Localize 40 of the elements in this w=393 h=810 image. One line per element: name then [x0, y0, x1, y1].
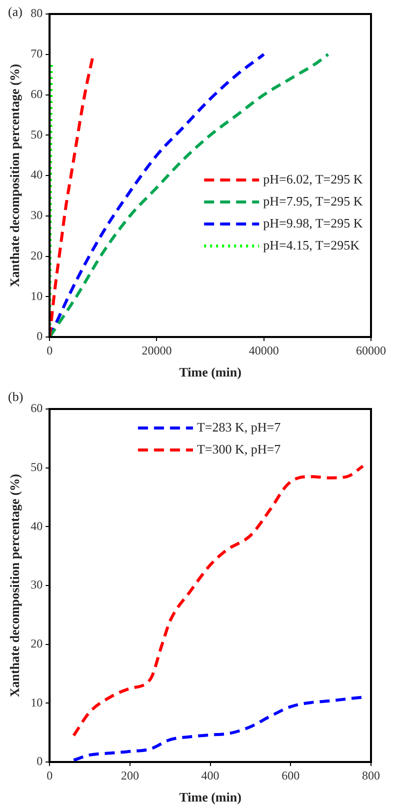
x-tick-label: 60000 — [356, 343, 386, 358]
y-tick-label: 10 — [30, 288, 43, 303]
line-series — [72, 464, 364, 738]
legend-label: T=300 K, pH=7 — [196, 441, 282, 456]
line-series — [50, 56, 94, 337]
legend-label: T=283 K, pH=7 — [196, 419, 282, 434]
legend-label: pH=9.98, T=295 K — [263, 215, 364, 230]
y-tick-label: 20 — [30, 636, 43, 650]
y-tick-label: 30 — [30, 578, 43, 592]
x-tick-label: 0 — [46, 343, 53, 358]
y-tick-label: 30 — [30, 208, 43, 222]
y-tick-label: 70 — [30, 46, 43, 61]
x-tick-label: 600 — [282, 768, 300, 782]
y-tick-label: 60 — [30, 401, 43, 416]
y-tick-label: 60 — [30, 86, 43, 101]
y-axis-title: Xanthate decomposition percentage (%) — [7, 64, 22, 288]
text: (a) — [8, 4, 22, 19]
legend-label: pH=7.95, T=295 K — [263, 193, 364, 208]
y-tick-label: 0 — [36, 754, 43, 768]
y-tick-label: 40 — [30, 518, 43, 533]
legend-label: pH=4.15, T=295K — [263, 237, 360, 252]
x-tick-label: 800 — [362, 768, 380, 782]
x-tick-label: 40000 — [248, 343, 279, 358]
line-series — [72, 696, 364, 762]
y-tick-label: 20 — [30, 248, 43, 262]
x-tick-label: 20000 — [142, 343, 172, 358]
x-tick-label: 400 — [201, 768, 220, 782]
y-tick-label: 0 — [36, 329, 43, 344]
y-tick-label: 80 — [30, 6, 43, 20]
x-axis-title: Time (min) — [179, 364, 242, 380]
y-tick-label: 10 — [30, 695, 43, 710]
x-tick-label: 200 — [120, 768, 139, 782]
text: (b) — [8, 388, 24, 404]
y-tick-label: 40 — [30, 168, 43, 182]
legend-label: pH=6.02, T=295 K — [263, 171, 364, 186]
y-axis-title: Xanthate decomposition percentage (%) — [7, 474, 22, 698]
y-tick-label: 50 — [30, 127, 43, 142]
x-tick-label: 0 — [46, 768, 53, 782]
y-tick-label: 50 — [30, 460, 43, 474]
x-axis-title: Time (min) — [179, 790, 242, 805]
